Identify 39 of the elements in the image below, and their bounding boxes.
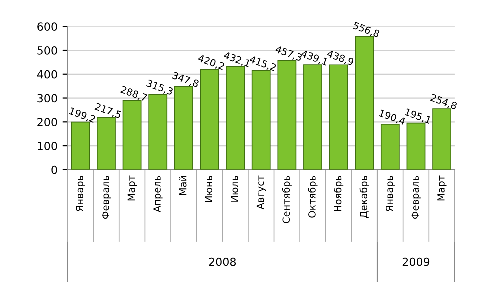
data-label: 438,9 (326, 50, 354, 67)
x-tick-label: Май (179, 176, 187, 196)
y-tick-label: 0 (52, 166, 58, 174)
x-tick-label: Октябрь (308, 176, 318, 218)
data-label: 254,8 (430, 94, 458, 111)
data-label: 195,1 (404, 108, 432, 126)
x-tick-label: Март (438, 176, 447, 201)
data-label: 415,2 (249, 56, 277, 72)
data-label: 315,3 (146, 80, 174, 96)
y-tick-label: 200 (38, 118, 58, 127)
y-tick-label: 400 (37, 70, 58, 79)
x-tick-label: Апрель (154, 176, 163, 212)
y-tick-label: 600 (38, 22, 58, 32)
data-label: 420,2 (197, 54, 226, 72)
x-tick-label: Август (256, 176, 266, 210)
x-tick-label: Январь (76, 176, 86, 212)
text: 2009 (402, 258, 430, 266)
data-label: 347,8 (172, 72, 200, 89)
text: 2008 (209, 258, 236, 266)
data-label: 190,4 (378, 109, 406, 126)
data-label: 288,7 (120, 86, 148, 103)
data-label: 439,1 (300, 50, 328, 67)
x-tick-label: Февраль (102, 176, 112, 220)
data-label: 432,1 (223, 52, 251, 68)
x-tick-label: Февраль (412, 176, 421, 220)
data-label: 556,8 (352, 22, 380, 39)
y-tick-label: 300 (38, 94, 58, 103)
data-label: 199,2 (68, 107, 96, 124)
x-tick-label: Декабрь (360, 176, 370, 218)
x-tick-label: Сентябрь (282, 176, 292, 224)
data-label: 217,5 (94, 102, 122, 120)
x-tick-label: Март (128, 176, 137, 201)
x-tick-label: Ноябрь (334, 176, 344, 212)
x-tick-label: Январь (386, 176, 396, 212)
x-tick-label: Июль (231, 176, 238, 202)
y-tick-label: 500 (38, 46, 58, 55)
x-tick-label: Июнь (205, 176, 213, 202)
data-label: 457,3 (274, 46, 303, 62)
y-tick-label: 100 (38, 142, 58, 150)
